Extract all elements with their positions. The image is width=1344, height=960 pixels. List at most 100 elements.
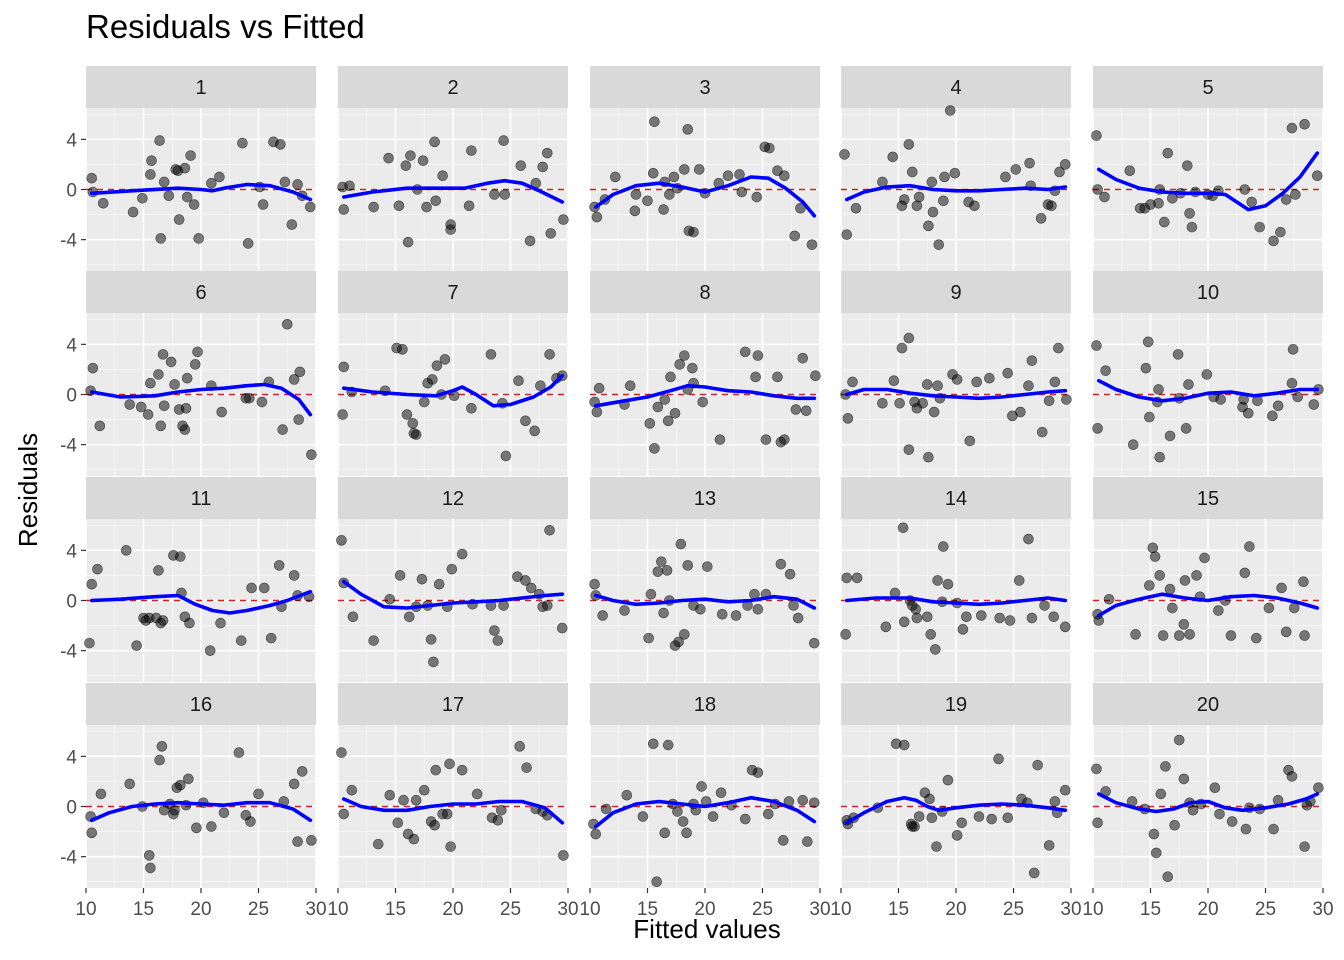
data-point: [400, 160, 412, 171]
smooth-line: [594, 175, 817, 218]
facet-strip: [338, 683, 568, 725]
data-point: [1299, 119, 1310, 130]
data-point: [135, 401, 147, 413]
data-point: [961, 611, 972, 623]
data-point: [173, 214, 185, 225]
data-point: [495, 804, 507, 816]
data-point: [1144, 411, 1155, 423]
data-point: [788, 600, 799, 611]
facet-strip: [338, 271, 568, 313]
data-point: [1091, 130, 1102, 141]
data-point: [928, 406, 940, 418]
data-point: [499, 189, 511, 200]
facet-panel-15: 15: [1092, 477, 1324, 682]
data-point: [942, 774, 954, 786]
x-tick-label: 20: [1197, 899, 1218, 920]
data-point: [842, 413, 854, 424]
data-point: [1092, 817, 1103, 829]
x-tick-label: 15: [133, 899, 154, 920]
data-point: [752, 603, 764, 615]
smooth-line: [845, 387, 1068, 401]
data-point: [1150, 847, 1162, 859]
data-point: [1311, 170, 1323, 182]
data-point: [591, 211, 603, 223]
data-point: [204, 645, 216, 656]
data-point: [917, 397, 928, 409]
data-point: [1160, 761, 1171, 772]
data-point: [425, 634, 437, 645]
data-point: [279, 176, 291, 188]
data-point: [898, 194, 910, 205]
data-point: [1153, 197, 1164, 209]
data-point: [216, 406, 227, 418]
data-point: [736, 186, 748, 198]
data-point: [1059, 159, 1071, 170]
data-point: [841, 572, 853, 584]
data-point: [659, 827, 671, 839]
data-point: [410, 794, 422, 806]
data-point: [1276, 582, 1287, 594]
data-point: [1286, 377, 1298, 389]
data-point: [1191, 570, 1202, 581]
data-point: [407, 418, 419, 429]
smooth-line: [90, 589, 313, 615]
data-point: [1242, 408, 1254, 419]
data-point: [1162, 871, 1174, 883]
data-point: [1059, 621, 1071, 633]
data-point: [658, 204, 669, 215]
data-point: [975, 610, 987, 621]
data-point: [214, 171, 225, 183]
data-point: [558, 850, 569, 861]
data-point: [662, 415, 674, 427]
data-point: [664, 189, 675, 200]
data-point: [1049, 796, 1061, 807]
data-point: [597, 610, 608, 621]
data-point: [1268, 823, 1279, 835]
data-point: [655, 556, 667, 567]
data-point: [1091, 763, 1102, 775]
facet-panel-16: 16 -4 0 4 10 15 20 25 30: [60, 683, 327, 920]
data-point: [336, 535, 347, 546]
data-point: [157, 349, 169, 360]
data-point: [906, 166, 918, 178]
data-point: [682, 124, 694, 135]
data-point: [437, 170, 448, 182]
x-tick-label: 20: [442, 899, 463, 920]
data-point: [696, 781, 707, 792]
data-point: [673, 636, 684, 648]
data-point: [624, 380, 636, 392]
data-point: [1054, 166, 1065, 178]
smooth-line: [594, 593, 817, 610]
data-point: [993, 753, 1004, 765]
data-point: [591, 406, 603, 418]
data-point: [145, 377, 156, 389]
data-point: [242, 238, 254, 249]
data-point: [1308, 399, 1320, 410]
data-point: [1213, 605, 1224, 616]
facet-panel-7: 7: [337, 271, 569, 476]
data-point: [949, 167, 961, 179]
data-point: [668, 171, 680, 183]
data-point: [795, 203, 806, 214]
smooth-line: [845, 596, 1068, 607]
data-point: [810, 370, 821, 381]
data-point: [734, 169, 745, 180]
data-point: [1154, 451, 1165, 463]
y-tick-label: -4: [60, 642, 77, 663]
data-point: [92, 563, 103, 575]
data-point: [629, 205, 641, 217]
data-point: [558, 214, 569, 225]
data-point: [537, 161, 549, 173]
data-point: [181, 191, 193, 203]
data-point: [714, 434, 726, 445]
facet-panel-2: 2: [337, 66, 569, 271]
data-point: [1155, 788, 1167, 800]
data-point: [265, 632, 277, 644]
x-tick-label: 20: [694, 899, 715, 920]
data-point: [1268, 235, 1279, 247]
data-point: [1246, 196, 1257, 208]
data-point: [185, 150, 196, 161]
x-tick-label: 30: [809, 899, 830, 920]
data-point: [1215, 394, 1226, 405]
